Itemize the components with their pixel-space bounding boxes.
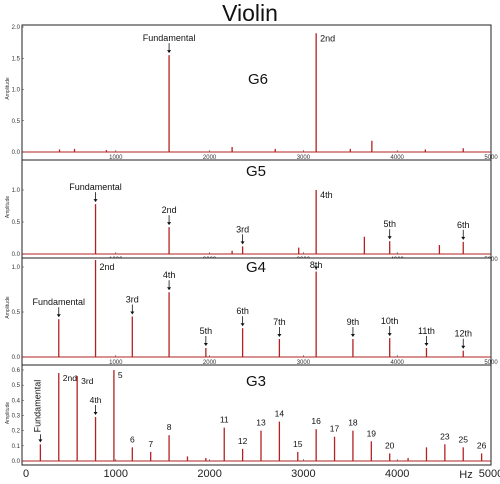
y-tick-label: 0.6: [12, 368, 21, 374]
note-label: G5: [246, 163, 266, 180]
x-tick-label: 1000: [109, 360, 123, 366]
harmonic-label: 10th: [381, 316, 399, 326]
y-tick-label: 1.0: [12, 88, 21, 94]
x-tick-label: 2000: [197, 468, 221, 480]
harmonic-label: 2nd: [162, 205, 177, 215]
harmonic-label: 12th: [454, 329, 472, 339]
harmonic-label: 13: [256, 418, 266, 428]
note-label: G3: [246, 373, 266, 390]
panel-frame: [21, 159, 492, 259]
harmonic-label: 5th: [383, 219, 396, 229]
x-tick-label: 1000: [104, 468, 128, 480]
x-tick-label: 3000: [291, 468, 315, 480]
harmonic-label: Fundamental: [69, 182, 122, 192]
note-label: G4: [246, 259, 266, 276]
y-tick-label: 0.0: [12, 252, 21, 258]
x-axis-label: Hz: [459, 469, 472, 481]
panel-frame: [21, 24, 492, 161]
spectrum-panel-g5: 0.00.51.0Amplitude10002000300040005000G5…: [5, 159, 498, 263]
x-tick-label: 5000: [484, 155, 498, 161]
harmonic-label: 6: [130, 434, 135, 444]
harmonic-label: 5: [118, 370, 123, 380]
x-tick-label: 5000: [479, 468, 500, 480]
x-tick-label: 3000: [297, 360, 311, 366]
x-tick-label: 3000: [297, 155, 311, 161]
harmonic-label: 15: [293, 439, 303, 449]
y-tick-label: 1.0: [12, 188, 21, 194]
y-tick-label: 0.1: [12, 444, 21, 450]
note-label: G6: [248, 71, 268, 88]
figure-title: Violin: [222, 0, 278, 26]
harmonic-label: 12: [238, 436, 248, 446]
harmonic-label: 4th: [163, 270, 176, 280]
spectrum-panel-g3: 0.0 0.1 0.2 0.3 0.4 0.5 0.6 Amplitude 0 1000 2000 3…: [5, 364, 500, 481]
harmonic-label: 11: [220, 415, 229, 425]
panel-frame: [21, 257, 492, 366]
harmonic-label: 4th: [90, 395, 102, 405]
harmonic-label: 7: [148, 439, 153, 449]
y-tick-label: 0.4: [12, 398, 21, 404]
harmonic-label: Fundamental: [32, 297, 85, 307]
harmonic-label: 2nd: [63, 373, 77, 383]
y-tick-label: 2.0: [12, 25, 21, 31]
harmonic-label: 2nd: [320, 33, 335, 43]
y-axis-label: Amplitude: [5, 402, 11, 424]
y-tick-label: 0.5: [12, 383, 21, 389]
x-tick-label: 4000: [385, 468, 409, 480]
x-tick-label: 2000: [203, 155, 217, 161]
harmonic-label: Fundamental: [143, 33, 196, 43]
harmonic-label: 16: [311, 416, 321, 426]
harmonic-label: 19: [367, 428, 377, 438]
spectrum-panel-g4: 0.0 0.5 1.0 Amplitude 1000 2000 3000 4000 5000 G4…: [5, 257, 498, 366]
harmonic-label: 5th: [200, 326, 213, 336]
harmonic-label: 26: [477, 440, 487, 450]
y-tick-label: 0.5: [12, 220, 21, 226]
x-tick-label: 2000: [203, 360, 217, 366]
harmonic-label: 3rd: [81, 376, 94, 386]
spectrum-panel-g6: 0.0 0.5 1.0 1.5 2.0 Amplitude 1000 2000 3000 4000…: [5, 24, 498, 161]
harmonic-label: 3rd: [126, 295, 139, 305]
y-tick-label: 0.0: [12, 355, 21, 361]
harmonic-label: 3rd: [236, 224, 249, 234]
y-tick-label: 0.5: [12, 119, 21, 125]
y-tick-label: 0.3: [12, 414, 21, 420]
harmonic-label: 6th: [236, 306, 249, 316]
y-tick-label: 0.0: [12, 459, 21, 465]
y-axis-label: Amplitude: [5, 196, 11, 218]
y-tick-label: 1.5: [12, 56, 21, 62]
harmonic-label: 9th: [347, 317, 360, 327]
x-tick-label: 0: [23, 468, 29, 480]
y-axis-label: Amplitude: [5, 77, 11, 99]
harmonic-label: Fundamental: [32, 380, 42, 433]
harmonic-label: 18: [348, 418, 358, 428]
harmonic-label: 20: [385, 440, 395, 450]
panel-frame: [21, 364, 492, 466]
y-axis-label: Amplitude: [5, 296, 11, 318]
y-tick-label: 0.0: [12, 150, 21, 156]
x-tick-label: 1000: [109, 155, 123, 161]
harmonic-label: 11th: [418, 326, 435, 336]
harmonic-label: 6th: [457, 220, 470, 230]
y-tick-label: 0.2: [12, 429, 21, 435]
y-tick-label: 0.5: [12, 310, 21, 316]
harmonic-label: 4th: [320, 190, 333, 200]
harmonic-label: 25: [459, 434, 469, 444]
harmonic-label: 23: [440, 431, 450, 441]
x-tick-label: 4000: [391, 360, 405, 366]
harmonic-label: 2nd: [100, 262, 115, 272]
x-tick-label: 4000: [391, 155, 405, 161]
y-tick-label: 1.0: [12, 265, 21, 271]
harmonic-label: 8: [167, 422, 172, 432]
harmonic-label: 17: [330, 424, 340, 434]
harmonic-label: 7th: [273, 317, 286, 327]
x-tick-label: 5000: [484, 360, 498, 366]
harmonic-label: 14: [275, 409, 285, 419]
harmonic-label: 8th: [310, 260, 323, 270]
